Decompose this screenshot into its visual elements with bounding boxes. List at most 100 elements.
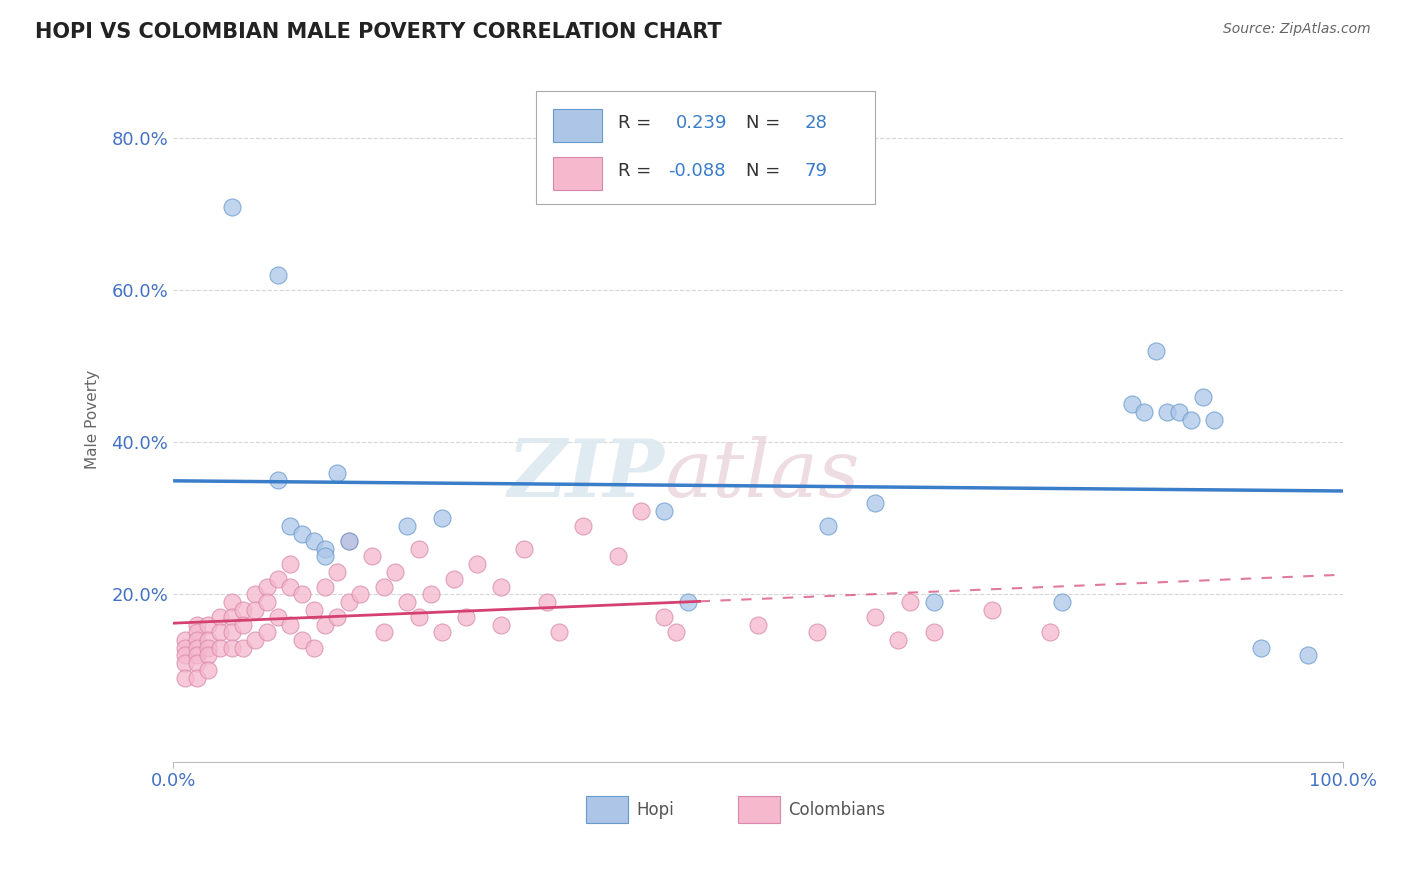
- Point: [221, 200, 243, 214]
- Point: [465, 557, 488, 571]
- Point: [513, 541, 536, 556]
- Point: [396, 519, 419, 533]
- Point: [654, 504, 676, 518]
- Point: [630, 504, 652, 518]
- Point: [302, 640, 325, 655]
- Point: [232, 602, 254, 616]
- Point: [208, 640, 231, 655]
- Point: [443, 572, 465, 586]
- Text: 79: 79: [804, 162, 828, 180]
- Point: [197, 648, 219, 663]
- Point: [1191, 390, 1213, 404]
- Point: [863, 496, 886, 510]
- Point: [186, 633, 208, 648]
- Point: [302, 602, 325, 616]
- Point: [256, 625, 278, 640]
- Text: HOPI VS COLOMBIAN MALE POVERTY CORRELATION CHART: HOPI VS COLOMBIAN MALE POVERTY CORRELATI…: [35, 22, 721, 42]
- Point: [489, 580, 512, 594]
- Point: [243, 633, 266, 648]
- Point: [1144, 344, 1167, 359]
- Point: [1180, 412, 1202, 426]
- FancyBboxPatch shape: [738, 796, 780, 823]
- Point: [267, 474, 290, 488]
- Point: [373, 625, 395, 640]
- Point: [326, 466, 349, 480]
- Point: [256, 580, 278, 594]
- Point: [337, 534, 360, 549]
- Point: [243, 602, 266, 616]
- Point: [197, 640, 219, 655]
- Point: [221, 625, 243, 640]
- Point: [267, 610, 290, 624]
- Point: [173, 648, 195, 663]
- Point: [1050, 595, 1073, 609]
- Point: [408, 541, 430, 556]
- FancyBboxPatch shape: [554, 157, 602, 190]
- Point: [1250, 640, 1272, 655]
- Y-axis label: Male Poverty: Male Poverty: [86, 370, 100, 469]
- Point: [208, 610, 231, 624]
- Point: [806, 625, 828, 640]
- Point: [1039, 625, 1062, 640]
- Point: [314, 617, 336, 632]
- Point: [173, 633, 195, 648]
- Point: [454, 610, 477, 624]
- Point: [887, 633, 910, 648]
- Point: [186, 656, 208, 670]
- Point: [186, 617, 208, 632]
- Point: [536, 595, 558, 609]
- Text: N =: N =: [747, 162, 780, 180]
- Point: [654, 610, 676, 624]
- Point: [489, 617, 512, 632]
- Text: -0.088: -0.088: [668, 162, 725, 180]
- Text: atlas: atlas: [665, 435, 860, 513]
- Point: [432, 625, 454, 640]
- Point: [197, 633, 219, 648]
- Point: [1121, 397, 1143, 411]
- Point: [419, 587, 441, 601]
- Point: [314, 549, 336, 564]
- Point: [373, 580, 395, 594]
- Point: [361, 549, 384, 564]
- Text: Source: ZipAtlas.com: Source: ZipAtlas.com: [1223, 22, 1371, 37]
- FancyBboxPatch shape: [554, 109, 602, 142]
- Point: [326, 565, 349, 579]
- Point: [337, 534, 360, 549]
- Point: [922, 595, 945, 609]
- Point: [291, 587, 314, 601]
- Point: [221, 610, 243, 624]
- Point: [314, 580, 336, 594]
- Point: [278, 617, 301, 632]
- Point: [243, 587, 266, 601]
- Point: [384, 565, 406, 579]
- Point: [1296, 648, 1319, 663]
- Point: [665, 625, 688, 640]
- Point: [676, 595, 699, 609]
- Point: [232, 640, 254, 655]
- Text: Hopi: Hopi: [637, 800, 673, 819]
- Point: [314, 541, 336, 556]
- Point: [173, 640, 195, 655]
- Point: [186, 640, 208, 655]
- Point: [326, 610, 349, 624]
- Point: [898, 595, 921, 609]
- Point: [278, 580, 301, 594]
- FancyBboxPatch shape: [536, 91, 875, 204]
- Text: R =: R =: [617, 162, 651, 180]
- Point: [186, 671, 208, 685]
- Point: [197, 617, 219, 632]
- Point: [208, 625, 231, 640]
- Point: [221, 595, 243, 609]
- Text: 0.239: 0.239: [676, 114, 728, 132]
- Point: [337, 595, 360, 609]
- Point: [747, 617, 769, 632]
- Point: [981, 602, 1004, 616]
- Point: [278, 557, 301, 571]
- Point: [1156, 405, 1178, 419]
- Point: [173, 671, 195, 685]
- Point: [291, 526, 314, 541]
- Point: [863, 610, 886, 624]
- Point: [186, 625, 208, 640]
- Point: [278, 519, 301, 533]
- Text: 28: 28: [804, 114, 828, 132]
